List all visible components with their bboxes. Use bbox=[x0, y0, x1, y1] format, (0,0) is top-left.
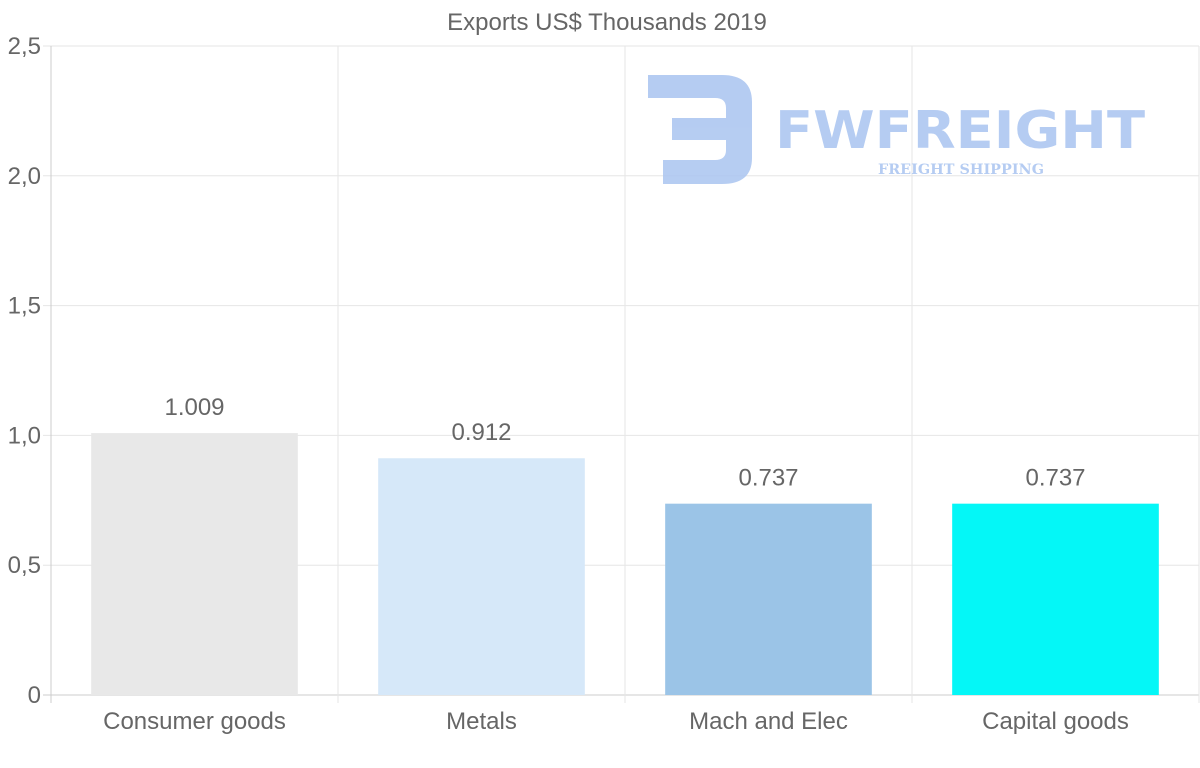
x-tick-label: Metals bbox=[446, 708, 517, 735]
y-tick-label: 0,5 bbox=[8, 552, 41, 579]
y-tick-label: 1,5 bbox=[8, 293, 41, 320]
bar-mach-and-elec[interactable] bbox=[665, 503, 872, 695]
bar-value-label: 1.009 bbox=[164, 394, 224, 421]
bar-value-label: 0.912 bbox=[451, 419, 511, 446]
y-tick-label: 2,0 bbox=[8, 163, 41, 190]
x-tick-label: Consumer goods bbox=[103, 708, 286, 735]
x-axis-ticks: Consumer goods Metals Mach and Elec Capital… bbox=[103, 708, 1129, 735]
bars bbox=[91, 433, 1159, 695]
y-tick-label: 2,5 bbox=[8, 33, 41, 60]
watermark-tagline: FREIGHT SHIPPING bbox=[878, 162, 1044, 178]
y-axis-ticks: 0 0,5 1,0 1,5 2,0 2,5 bbox=[8, 33, 41, 709]
chart-title: Exports US$ Thousands 2019 bbox=[447, 9, 767, 36]
watermark-name: FWFREIGHT bbox=[775, 101, 1146, 161]
bar-metals[interactable] bbox=[378, 458, 585, 695]
x-tick-label: Mach and Elec bbox=[689, 708, 848, 735]
value-labels: 1.009 0.912 0.737 0.737 bbox=[164, 394, 1085, 492]
bar-value-label: 0.737 bbox=[738, 465, 798, 492]
y-tick-label: 0 bbox=[28, 682, 41, 709]
bar-capital-goods[interactable] bbox=[952, 503, 1159, 695]
fwfreight-watermark: FWFREIGHT FREIGHT SHIPPING bbox=[648, 75, 1146, 184]
fwfreight-logo-icon bbox=[648, 75, 752, 184]
x-tick-label: Capital goods bbox=[982, 708, 1129, 735]
bar-value-label: 0.737 bbox=[1025, 465, 1085, 492]
bar-consumer-goods[interactable] bbox=[91, 433, 298, 695]
y-tick-label: 1,0 bbox=[8, 422, 41, 449]
